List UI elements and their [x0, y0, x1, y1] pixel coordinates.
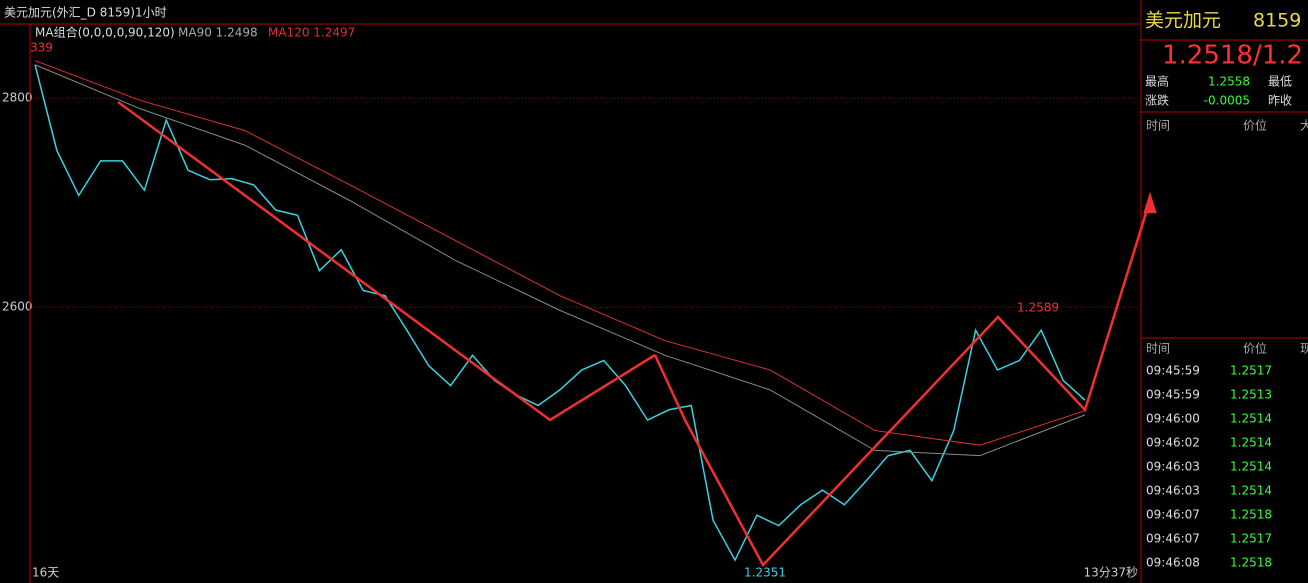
- tick-time: 09:46:02: [1146, 436, 1200, 450]
- arrow: [653, 199, 1152, 568]
- chart: 2800 2600 MA组合(0,0,0,0,90,120) MA90 1.2498 M…: [2, 24, 1140, 583]
- y-tick-label: 2600: [2, 300, 33, 314]
- annotation: 13分37秒: [1083, 566, 1138, 580]
- tick-time: 09:46:03: [1146, 484, 1200, 498]
- trend-arrows: [117, 100, 1157, 568]
- tick-time: 09:46:07: [1146, 508, 1200, 522]
- tick-time: 09:46:08: [1146, 556, 1200, 570]
- price-line: [34, 60, 1086, 446]
- tick-price: 1.2518: [1230, 508, 1272, 522]
- stat-value: -0.0005: [1204, 94, 1250, 108]
- column-header: 现: [1300, 342, 1308, 356]
- price-line: [34, 64, 1086, 457]
- symbol-code: 8159: [1253, 10, 1301, 32]
- stat-label: 涨跌: [1145, 93, 1169, 108]
- legend-entry: MA90 1.2498: [178, 26, 258, 40]
- title: 美元加元(外汇_D 8159)1小时: [4, 6, 167, 20]
- stat-label: 最低: [1268, 75, 1292, 89]
- column-header: 价位: [1243, 341, 1267, 356]
- tick-time: 09:45:59: [1146, 388, 1200, 402]
- column-header: 时间: [1146, 119, 1170, 133]
- annotation: 339: [30, 41, 53, 55]
- arrow: [117, 100, 656, 422]
- tick-price: 1.2513: [1230, 388, 1272, 402]
- column-header: 价位: [1243, 118, 1267, 133]
- tick-time: 09:46:07: [1146, 532, 1200, 546]
- stat-label: 昨收: [1268, 94, 1292, 108]
- column-header: 时间: [1146, 342, 1170, 356]
- arrow-head: [1143, 191, 1157, 214]
- tick-price: 1.2517: [1230, 364, 1272, 378]
- price-line: [34, 64, 1086, 562]
- legend-entry: MA组合(0,0,0,0,90,120): [35, 25, 175, 40]
- annotation: 1.2351: [744, 566, 786, 580]
- price: 1.2518/1.2: [1162, 41, 1303, 71]
- symbol-name: 美元加元: [1145, 10, 1221, 32]
- y-tick-label: 2800: [2, 91, 33, 105]
- tick-price: 1.2514: [1230, 436, 1272, 450]
- annotation: 1.2589: [1017, 301, 1059, 315]
- stat-label: 最高: [1145, 74, 1169, 89]
- legend-entry: MA120 1.2497: [268, 26, 355, 40]
- tick-price: 1.2514: [1230, 460, 1272, 474]
- tick-price: 1.2514: [1230, 412, 1272, 426]
- tick-price: 1.2518: [1230, 556, 1272, 570]
- column-header: 大: [1300, 119, 1308, 133]
- tick-time: 09:46:00: [1146, 412, 1200, 426]
- stat-value: 1.2558: [1208, 75, 1250, 89]
- tick-price: 1.2514: [1230, 484, 1272, 498]
- tick-price: 1.2517: [1230, 532, 1272, 546]
- tick-time: 09:45:59: [1146, 364, 1200, 378]
- tick-time: 09:46:03: [1146, 460, 1200, 474]
- annotation: 16天: [32, 566, 59, 580]
